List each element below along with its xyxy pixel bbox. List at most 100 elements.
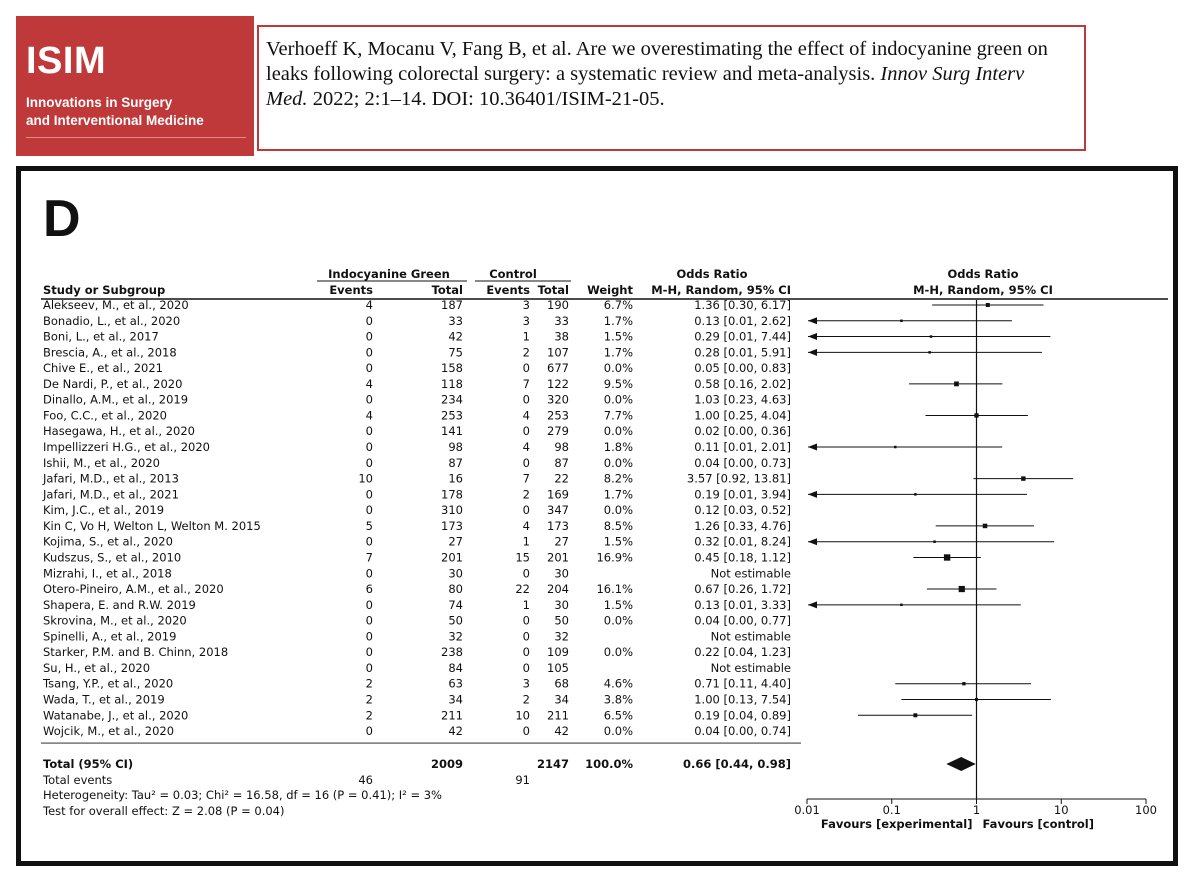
header-or-method-left: M-H, Random, 95% CI <box>651 283 791 297</box>
exp-events: 0 <box>366 598 373 612</box>
ctl-events: 0 <box>523 361 530 375</box>
ctl-events: 1 <box>523 330 530 344</box>
ctl-total: 279 <box>547 424 569 438</box>
ctl-total: 347 <box>547 503 569 517</box>
study-name: Jafari, M.D., et al., 2013 <box>42 472 179 486</box>
study-point-square <box>974 413 979 418</box>
study-weight: 16.1% <box>596 582 633 596</box>
exp-total: 42 <box>448 724 463 738</box>
ctl-events: 4 <box>523 440 530 454</box>
study-weight: 9.5% <box>604 377 633 391</box>
exp-events: 10 <box>358 472 373 486</box>
study-name: Watanabe, J., et al., 2020 <box>43 708 188 722</box>
exp-total: 75 <box>448 345 463 359</box>
study-weight: 16.9% <box>596 550 633 564</box>
study-name: Mizrahi, I., et al., 2018 <box>43 566 172 580</box>
study-odds-ratio-ci: 0.13 [0.01, 3.33] <box>694 598 791 612</box>
exp-total: 34 <box>448 693 463 707</box>
study-odds-ratio-ci: 0.28 [0.01, 5.91] <box>694 345 791 359</box>
exp-events: 6 <box>366 582 373 596</box>
study-name: Bonadio, L., et al., 2020 <box>43 314 180 328</box>
favours-control-label: Favours [control] <box>983 817 1094 831</box>
study-name: Dinallo, A.M., et al., 2019 <box>43 393 188 407</box>
study-weight: 0.0% <box>604 361 633 375</box>
exp-events: 0 <box>366 661 373 675</box>
ctl-total: 34 <box>554 693 569 707</box>
ctl-total: 38 <box>554 330 569 344</box>
exp-total: 42 <box>448 330 463 344</box>
citation-main: Verhoeff K, Mocanu V, Fang B, et al. Are… <box>266 38 1048 85</box>
study-odds-ratio-ci: 0.04 [0.00, 0.77] <box>694 614 791 628</box>
exp-total: 201 <box>441 550 463 564</box>
ctl-total: 98 <box>554 440 569 454</box>
logo-title: ISIM <box>26 40 107 82</box>
ctl-total: 30 <box>554 566 569 580</box>
header-group-experimental: Indocyanine Green <box>328 267 450 281</box>
header-or-method-right: M-H, Random, 95% CI <box>913 283 1053 297</box>
study-point-square <box>982 523 988 529</box>
exp-events: 0 <box>366 330 373 344</box>
exp-total: 173 <box>441 519 463 533</box>
study-name: Kojima, S., et al., 2020 <box>43 535 173 549</box>
study-odds-ratio-ci: 0.22 [0.04, 1.23] <box>694 645 791 659</box>
study-odds-ratio-ci: 0.58 [0.16, 2.02] <box>694 377 791 391</box>
study-name: De Nardi, P., et al., 2020 <box>43 377 182 391</box>
header-weight: Weight <box>587 283 633 297</box>
exp-total: 16 <box>448 472 463 486</box>
study-name: Impellizzeri H.G., et al., 2020 <box>43 440 210 454</box>
total-exp-total: 2009 <box>431 757 463 771</box>
study-point-square <box>914 493 917 496</box>
study-weight: 7.7% <box>604 408 633 422</box>
exp-events: 4 <box>366 377 373 391</box>
ctl-total: 22 <box>554 472 569 486</box>
ctl-total: 87 <box>554 456 569 470</box>
exp-total: 74 <box>448 598 463 612</box>
ctl-total: 27 <box>554 535 569 549</box>
study-odds-ratio-ci: Not estimable <box>711 661 791 675</box>
ctl-events: 0 <box>523 424 530 438</box>
x-axis-tick-label: 10 <box>1054 803 1069 817</box>
header-group-control: Control <box>489 267 537 281</box>
logo-divider <box>26 137 246 138</box>
ctl-events: 0 <box>523 614 530 628</box>
citation-details: 2022; 2:1–14. DOI: 10.36401/ISIM-21-05. <box>312 88 665 110</box>
exp-events: 0 <box>366 345 373 359</box>
ctl-total: 109 <box>547 645 569 659</box>
study-weight: 4.6% <box>604 677 633 691</box>
x-axis-tick-label: 1 <box>973 803 980 817</box>
study-weight: 1.8% <box>604 440 633 454</box>
study-weight: 1.5% <box>604 598 633 612</box>
study-odds-ratio-ci: 0.67 [0.26, 1.72] <box>694 582 791 596</box>
study-point-square <box>1021 476 1026 481</box>
exp-total: 84 <box>448 661 463 675</box>
study-point-square <box>900 319 903 323</box>
ctl-events: 3 <box>523 314 530 328</box>
header-odds-ratio-right: Odds Ratio <box>947 267 1018 281</box>
exp-total: 50 <box>448 614 463 628</box>
study-weight: 0.0% <box>604 503 633 517</box>
study-name: Wojcik, M., et al., 2020 <box>43 724 174 738</box>
exp-events: 0 <box>366 424 373 438</box>
study-weight: 1.7% <box>604 314 633 328</box>
study-name: Foo, C.C., et al., 2020 <box>43 408 167 422</box>
total-label: Total (95% CI) <box>43 757 133 771</box>
exp-total: 141 <box>441 424 463 438</box>
favours-experimental-label: Favours [experimental] <box>821 817 973 831</box>
exp-total: 253 <box>441 408 463 422</box>
ctl-total: 173 <box>547 519 569 533</box>
ctl-events: 1 <box>523 598 530 612</box>
ctl-total: 677 <box>547 361 569 375</box>
study-point-square <box>933 540 936 543</box>
exp-events: 0 <box>366 456 373 470</box>
study-name: Brescia, A., et al., 2018 <box>43 345 177 359</box>
study-point-square <box>943 554 951 561</box>
ctl-events: 1 <box>523 535 530 549</box>
x-axis-tick-label: 0.1 <box>883 803 901 817</box>
study-weight: 0.0% <box>604 645 633 659</box>
study-odds-ratio-ci: 0.02 [0.00, 0.36] <box>694 424 791 438</box>
ctl-events: 0 <box>523 661 530 675</box>
ctl-events: 0 <box>523 724 530 738</box>
ctl-total: 211 <box>547 708 569 722</box>
study-weight: 0.0% <box>604 424 633 438</box>
exp-total: 238 <box>441 645 463 659</box>
